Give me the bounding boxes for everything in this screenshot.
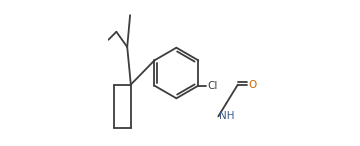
- Text: NH: NH: [219, 111, 234, 121]
- Text: Cl: Cl: [207, 81, 217, 91]
- Text: O: O: [248, 80, 257, 89]
